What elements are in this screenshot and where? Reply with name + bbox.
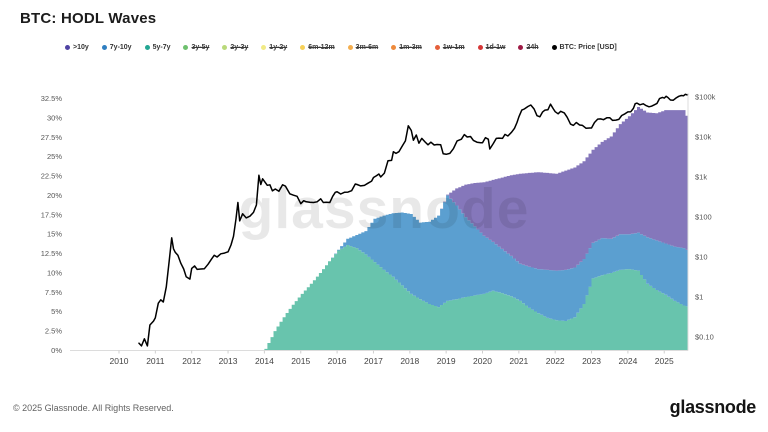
- legend-dot-icon: [101, 45, 107, 50]
- y-left-tick-label: 30%: [47, 113, 62, 122]
- legend-item-1w-1m[interactable]: 1w-1m: [434, 44, 465, 51]
- legend-label: 3y-5y: [191, 44, 210, 51]
- chart-title: BTC: HODL Waves: [20, 10, 157, 27]
- legend-dot-icon: [183, 45, 189, 50]
- legend-item-1d-1w[interactable]: 1d-1w: [477, 44, 506, 51]
- y-left-tick-label: 22.5%: [41, 172, 63, 181]
- chart-canvas[interactable]: 2010 2011 2012 2013 2014 2015 2016 2017 2018 2019…: [0, 0, 768, 380]
- x-tick-label: 2024: [618, 356, 637, 366]
- x-tick-label: 2023: [582, 356, 601, 366]
- y-left-tick-label: 5%: [51, 307, 62, 316]
- y-left-tick-label: 32.5%: [41, 94, 63, 103]
- y-right-tick-label: $100k: [695, 93, 716, 102]
- y-right-tick-label: $0.10: [695, 333, 714, 342]
- legend-item-10y[interactable]: >10y: [65, 44, 89, 51]
- x-tick-label: 2015: [291, 356, 310, 366]
- area-7y-10y: [264, 195, 688, 349]
- legend-dot-icon: [347, 45, 353, 50]
- y-left-tick-label: 12.5%: [41, 249, 63, 258]
- y-left-tick-label: 2.5%: [45, 327, 62, 336]
- legend-dot-icon: [434, 45, 440, 50]
- legend-label: >10y: [73, 44, 89, 51]
- legend-dot-icon: [261, 45, 267, 50]
- legend-label: 3m-6m: [355, 44, 379, 51]
- y-left-tick-label: 0%: [51, 346, 62, 355]
- legend-dot-icon: [222, 45, 228, 50]
- legend-dot-icon: [477, 45, 483, 50]
- legend-item-3y-5y[interactable]: 3y-5y: [183, 44, 209, 51]
- legend-dot-icon: [518, 45, 524, 50]
- x-tick-label: 2014: [255, 356, 274, 366]
- x-tick-label: 2025: [655, 356, 674, 366]
- y-left-tick-label: 7.5%: [45, 288, 62, 297]
- legend-item-1m-3m[interactable]: 1m-3m: [391, 44, 422, 51]
- legend-dot-icon: [65, 45, 70, 50]
- legend-label: 1m-3m: [399, 44, 422, 51]
- y-left-tick-label: 27.5%: [41, 133, 63, 142]
- x-tick-label: 2018: [400, 356, 419, 366]
- y-right-tick-label: $1k: [695, 173, 707, 182]
- y-left-tick-label: 15%: [47, 230, 62, 239]
- y-left-tick-label: 17.5%: [41, 210, 63, 219]
- x-tick-label: 2017: [364, 356, 383, 366]
- x-tick-label: 2013: [219, 356, 238, 366]
- legend-label: 6m-12m: [308, 44, 335, 51]
- legend-label: 1w-1m: [442, 44, 465, 51]
- legend-label: 1d-1w: [485, 44, 506, 51]
- legend-label: 5y-7y: [152, 44, 171, 51]
- y-left-tick-label: 25%: [47, 152, 62, 161]
- y-left-tick-label: 20%: [47, 191, 62, 200]
- y-right-tick-label: $100: [695, 213, 712, 222]
- x-tick-label: 2021: [509, 356, 528, 366]
- area-5y-7y: [264, 245, 688, 351]
- legend-item-1y-2y[interactable]: 1y-2y: [261, 44, 287, 51]
- y-right-tick-label: $1: [695, 293, 703, 302]
- glassnode-logo: glassnode: [669, 397, 757, 417]
- x-tick-label: 2016: [328, 356, 347, 366]
- x-tick-label: 2010: [110, 356, 129, 366]
- legend-dot-icon: [551, 45, 557, 50]
- legend-item-7y-10y[interactable]: 7y-10y: [101, 44, 132, 51]
- legend-item-btc-price-usd[interactable]: BTC: Price [USD]: [551, 44, 617, 51]
- x-tick-label: 2022: [546, 356, 565, 366]
- x-tick-label: 2019: [437, 356, 456, 366]
- area-10y: [264, 107, 688, 349]
- legend-label: 2y-3y: [230, 44, 249, 51]
- legend-item-6m-12m[interactable]: 6m-12m: [300, 44, 335, 51]
- copyright-text: © 2025 Glassnode. All Rights Reserved.: [13, 403, 174, 413]
- y-left-tick-label: 10%: [47, 268, 62, 277]
- legend-label: 1y-2y: [269, 44, 288, 51]
- y-right-tick-label: $10k: [695, 133, 712, 142]
- legend-label: 7y-10y: [109, 44, 132, 51]
- legend: >10y 7y-10y 5y-7y 3y-5y 2y-3y 1y-2y 6m-12m 3m-6…: [65, 44, 617, 51]
- legend-dot-icon: [391, 45, 397, 50]
- legend-item-24h[interactable]: 24h: [518, 44, 539, 51]
- price-line: [138, 93, 689, 347]
- legend-item-5y-7y[interactable]: 5y-7y: [144, 44, 171, 51]
- x-tick-label: 2011: [146, 356, 165, 366]
- legend-dot-icon: [144, 45, 150, 50]
- legend-label: BTC: Price [USD]: [559, 44, 617, 51]
- y-right-tick-label: $10: [695, 253, 708, 262]
- legend-item-2y-3y[interactable]: 2y-3y: [222, 44, 248, 51]
- legend-dot-icon: [300, 45, 306, 50]
- legend-label: 24h: [526, 44, 539, 51]
- legend-item-3m-6m[interactable]: 3m-6m: [347, 44, 379, 51]
- x-tick-label: 2020: [473, 356, 492, 366]
- x-tick-label: 2012: [182, 356, 201, 366]
